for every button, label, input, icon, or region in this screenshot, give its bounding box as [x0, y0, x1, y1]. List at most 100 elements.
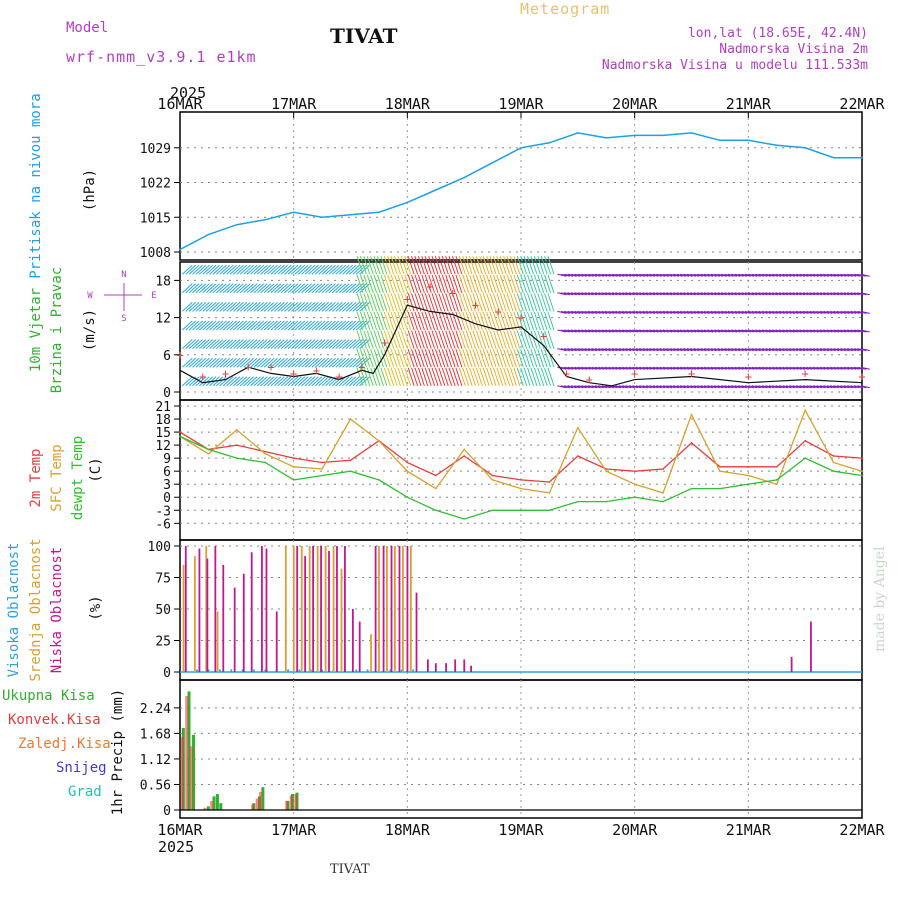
wind-barb [277, 264, 289, 275]
wind-barb [533, 349, 541, 368]
wind-barb [445, 367, 453, 386]
wind-barb [404, 349, 412, 368]
wind-barb [489, 293, 497, 312]
wind-barb [659, 310, 669, 314]
wind-gust-marker: + [688, 366, 695, 380]
wind-barb [192, 302, 203, 312]
wind-barb [270, 357, 282, 368]
wind-barb [649, 329, 659, 333]
wind-barb [414, 256, 422, 275]
pressure-point [719, 139, 721, 142]
wind-barb [345, 283, 357, 294]
wind-barb [581, 385, 591, 389]
wind-barb [222, 339, 234, 349]
wind-barb [727, 348, 737, 352]
wind-barb [755, 385, 765, 389]
wind-barb [813, 329, 823, 333]
wind-barb [840, 292, 850, 296]
wind-barb [465, 367, 473, 386]
wind-barb [564, 366, 574, 370]
wind-barb [587, 292, 598, 296]
wind-barb [520, 367, 528, 386]
wind-barb [523, 330, 531, 349]
wind-barb [652, 366, 662, 370]
wind-barb [567, 366, 577, 370]
cloud-mid-bar [332, 546, 335, 672]
wind-barb [284, 339, 295, 349]
wind-barb [567, 310, 577, 314]
pressure-unit-label: (hPa) [82, 169, 98, 211]
wind-barb [570, 292, 581, 296]
wind-barb [202, 339, 214, 349]
wind-barb [243, 339, 254, 349]
wind-barb [294, 264, 306, 275]
wind-barb [537, 274, 545, 293]
sfc-temp-point [775, 483, 778, 486]
wind-barb [280, 376, 292, 387]
wind-barb [219, 339, 231, 349]
wind-barb [212, 283, 224, 294]
wind-barb [676, 348, 686, 352]
wind-barb [209, 264, 220, 275]
wind-barb [475, 256, 483, 275]
wind-barb [458, 367, 466, 386]
wind-barb [397, 274, 405, 293]
wind-barb [260, 320, 272, 331]
wind-barb [233, 264, 244, 275]
wind-barb [795, 273, 806, 277]
wind-barb [540, 274, 548, 293]
wind-barb [417, 274, 425, 293]
wind-barb [840, 310, 850, 314]
wind-barb [587, 348, 598, 352]
wind-barb [727, 292, 737, 296]
pressure-point [491, 161, 494, 164]
wind-barb [628, 385, 639, 389]
wind-barb [758, 385, 768, 389]
wind-barb [400, 367, 408, 386]
wind-barb [376, 293, 384, 312]
wind-barb [680, 310, 690, 314]
wind-barb [782, 292, 792, 296]
wind-barb [380, 256, 388, 275]
wind-barb [819, 292, 830, 296]
wind-barb [799, 385, 809, 389]
wind-barb [618, 385, 628, 389]
wind-barb [294, 283, 306, 294]
wind-barb [431, 330, 439, 349]
wind-barb [785, 292, 795, 296]
wind-barb [506, 311, 514, 331]
wind-barb [198, 320, 210, 331]
wind-barb [270, 376, 282, 387]
wind-barb [765, 273, 775, 277]
wind-barb [727, 310, 737, 314]
wind-barb [574, 385, 584, 389]
wind-barb [608, 292, 618, 296]
wind-barb [758, 348, 768, 352]
wind-barb [642, 329, 652, 333]
wind-barb [857, 273, 867, 277]
wind-barb [397, 256, 405, 275]
wind-barb [632, 348, 642, 352]
wind-barb [591, 366, 601, 370]
wind-barb [496, 367, 504, 386]
wind-barb [431, 311, 439, 331]
wind-barb [802, 385, 813, 389]
wind-barb [250, 283, 261, 294]
wind-barb [253, 357, 265, 368]
wind-barb [291, 376, 302, 387]
wind-barb [669, 348, 680, 352]
wind-barb [860, 329, 870, 333]
wind-barb [308, 357, 319, 368]
wind-barb [809, 273, 819, 277]
wind-barb [652, 292, 662, 296]
wind-barb [263, 302, 275, 312]
wind-barb [318, 320, 330, 331]
wind-barb [659, 292, 669, 296]
wind-barb [475, 330, 483, 349]
wind-barb [836, 273, 847, 277]
wind-barb [380, 311, 388, 331]
dewpt-temp-point [577, 500, 579, 503]
wind-barb [256, 264, 268, 275]
wind-barb [431, 293, 439, 312]
wind-barb [345, 357, 357, 368]
